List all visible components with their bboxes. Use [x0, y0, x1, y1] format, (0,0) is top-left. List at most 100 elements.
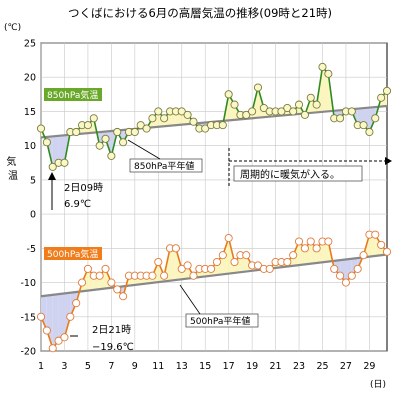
low-500-annotation-line2: −19.6℃	[92, 342, 134, 353]
data-point	[294, 237, 304, 246]
data-point	[283, 257, 292, 267]
data-point	[277, 107, 286, 116]
data-point	[101, 134, 110, 143]
warm-period-label-box	[233, 165, 363, 182]
data-point	[306, 93, 315, 102]
normal-850-label: 850hPa平年値	[134, 160, 194, 172]
normal-500-label: 500hPa平年値	[190, 315, 250, 327]
normal-850-label-box	[129, 158, 203, 173]
x-tick-label: 21	[270, 361, 282, 372]
normal-lines	[40, 104, 388, 298]
normal-850-pointer	[127, 139, 161, 160]
y-unit-label: (℃)	[4, 23, 21, 33]
data-point	[42, 138, 51, 147]
data-point	[230, 100, 239, 109]
data-point	[306, 237, 315, 246]
x-tick-label: 23	[293, 361, 305, 372]
data-point	[382, 247, 392, 256]
data-point	[359, 251, 368, 260]
y-tick-label: 5	[30, 175, 36, 186]
data-point	[359, 121, 368, 130]
data-point	[83, 121, 92, 130]
data-point	[119, 138, 128, 147]
anomaly-area	[216, 255, 223, 276]
data-point	[148, 114, 157, 123]
data-point	[177, 107, 186, 116]
y-tick-label: -5	[27, 244, 36, 255]
data-point	[377, 240, 386, 249]
anomaly-area	[41, 295, 47, 331]
data-point	[183, 261, 192, 270]
anomaly-area	[322, 66, 329, 112]
data-point	[347, 271, 356, 280]
data-point	[36, 312, 46, 321]
low-850-annotation-line2: 6.9℃	[64, 199, 91, 210]
data-point	[113, 285, 122, 294]
data-point	[371, 114, 380, 123]
data-point	[72, 299, 81, 308]
data-point	[312, 100, 321, 109]
data-point	[224, 90, 233, 99]
chart-title: つくばにおける6月の高層気温の推移(09時と21時)	[68, 6, 332, 20]
data-point	[154, 257, 163, 267]
y-tick-label: 20	[24, 73, 36, 84]
anomaly-area	[357, 108, 364, 126]
data-point	[283, 103, 292, 113]
data-point	[324, 237, 333, 246]
y-tick-label: -15	[20, 312, 36, 323]
data-point	[89, 114, 98, 123]
data-point	[42, 326, 51, 335]
data-point	[48, 162, 57, 171]
y-axis-title: 気 温	[6, 155, 19, 182]
data-point	[230, 257, 239, 267]
data-point	[101, 264, 110, 273]
data-point	[253, 261, 263, 270]
data-point	[294, 100, 304, 109]
data-point	[347, 107, 356, 116]
data-point	[336, 114, 345, 123]
y-tick-label: 0	[30, 210, 36, 221]
anomaly-area	[52, 294, 59, 349]
anomaly-area	[170, 248, 176, 281]
x-tick-label: 15	[199, 361, 211, 372]
x-tick-label: 25	[316, 361, 328, 372]
data-point	[324, 69, 333, 78]
data-point	[189, 117, 198, 126]
data-point	[218, 121, 227, 130]
data-point	[136, 121, 145, 130]
anomaly-area	[58, 135, 65, 163]
x-tick-label: 5	[85, 361, 91, 372]
data-point	[248, 107, 257, 116]
y-tick-labels: 25 20 15 10 5 0 -5 -10 -15 -20	[20, 39, 36, 358]
legend-500-box	[44, 247, 102, 260]
x-tick-label: 7	[108, 361, 114, 372]
x-tick-label: 11	[152, 361, 164, 372]
anomaly-area	[322, 241, 329, 263]
data-point	[242, 251, 251, 260]
data-point	[142, 124, 151, 133]
data-point	[341, 278, 350, 287]
anomaly-area	[240, 255, 247, 273]
data-point	[160, 271, 169, 280]
x-tick-label: 13	[176, 361, 188, 372]
data-point	[183, 110, 192, 119]
data-point	[72, 127, 81, 137]
y-tick-label: -10	[20, 278, 36, 289]
data-point	[36, 124, 46, 133]
data-point	[177, 264, 186, 273]
data-point	[78, 278, 87, 287]
x-tick-label: 29	[363, 361, 375, 372]
data-point	[48, 344, 57, 353]
anomaly-area	[99, 268, 106, 290]
y-tick-label: -20	[20, 347, 36, 358]
x-tick-label: 17	[223, 361, 235, 372]
data-point	[318, 62, 327, 72]
data-point	[224, 234, 233, 243]
low-850-arrowhead	[48, 172, 56, 180]
low-850-annotation-line1: 2日09時	[64, 182, 103, 194]
data-point	[189, 271, 198, 280]
data-point	[160, 114, 169, 123]
normal-500-pointer	[179, 284, 201, 315]
data-point	[95, 141, 104, 150]
